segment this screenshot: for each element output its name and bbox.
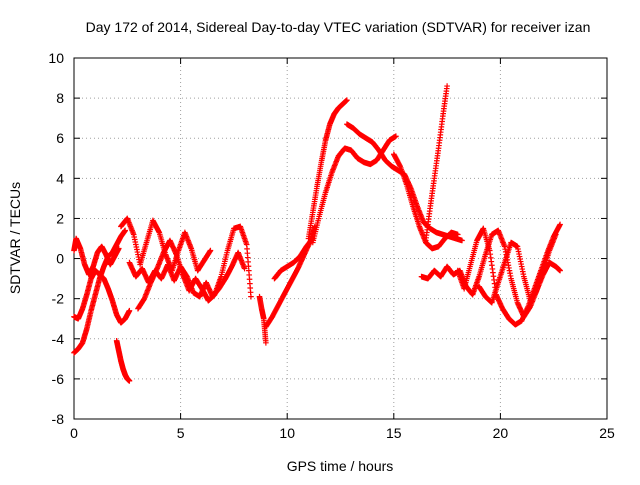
data-point (557, 267, 563, 274)
y-tick-label: -4 (52, 331, 65, 347)
chart-title: Day 172 of 2014, Sidereal Day-to-day VTE… (86, 19, 591, 35)
series-track-j (271, 235, 316, 282)
data-point (454, 231, 461, 238)
data-point (557, 221, 563, 228)
series-track-h (256, 293, 269, 346)
series-track-c (71, 227, 128, 356)
data-points (71, 83, 563, 384)
series-track-a (71, 267, 133, 326)
x-tick-label: 25 (599, 425, 615, 441)
data-point (248, 293, 254, 300)
series-track-n (391, 151, 461, 252)
series-track-r (476, 239, 563, 306)
series-track-l (309, 133, 399, 246)
data-point (126, 378, 133, 384)
y-tick-label: -6 (52, 371, 65, 387)
y-tick-label: 10 (48, 50, 64, 66)
grid-lines (74, 58, 607, 419)
data-point (459, 237, 465, 244)
data-point (344, 97, 350, 103)
data-point (263, 339, 269, 346)
series-track-k (305, 97, 350, 242)
data-point (393, 133, 399, 140)
x-axis-label: GPS time / hours (287, 458, 394, 474)
axis-ticks (73, 57, 608, 420)
series-track-d (113, 337, 133, 384)
x-tick-label: 5 (177, 425, 185, 441)
series-track-o (422, 83, 450, 244)
data-point (444, 83, 450, 89)
x-tick-label: 15 (386, 425, 402, 441)
data-point (207, 247, 214, 254)
y-tick-label: -8 (52, 411, 65, 427)
data-point (126, 307, 133, 314)
plot-frame (73, 57, 608, 420)
x-tick-label: 20 (493, 425, 509, 441)
y-tick-label: -2 (52, 291, 65, 307)
series-track-b (71, 235, 122, 278)
y-tick-label: 8 (56, 90, 64, 106)
x-tick-label: 0 (70, 425, 78, 441)
y-tick-label: 4 (56, 170, 64, 186)
y-tick-label: 2 (56, 210, 64, 226)
y-axis-label: SDTVAR / TECUs (7, 182, 23, 294)
x-tick-label: 10 (279, 425, 295, 441)
data-point (241, 265, 248, 272)
y-tick-labels: 10 8 6 4 2 0 -2 -4 -6 -8 (48, 50, 64, 427)
y-tick-label: 6 (56, 130, 64, 146)
x-tick-labels: 0 5 10 15 20 25 (70, 425, 615, 441)
series-track-g (135, 223, 254, 312)
series-track-q (454, 221, 563, 328)
data-point (122, 227, 128, 234)
y-tick-label: 0 (56, 251, 64, 267)
